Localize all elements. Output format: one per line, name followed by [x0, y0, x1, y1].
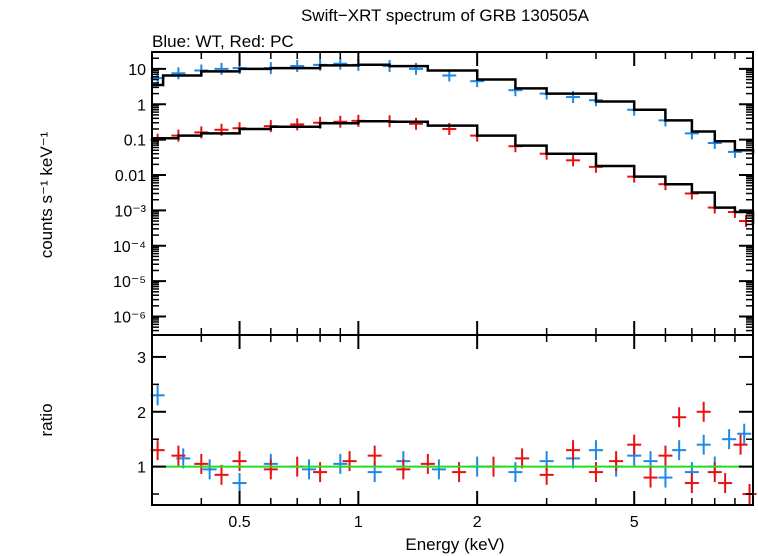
spectrum-wt-point	[214, 62, 229, 75]
ratio-pc-point	[171, 445, 186, 466]
ratio-wt-point	[696, 434, 711, 455]
ratio-pc-point	[313, 462, 328, 483]
ratio-wt-point	[333, 453, 348, 474]
spectrum-wt-point	[333, 57, 348, 70]
ratio-wt-point	[658, 467, 673, 488]
top-y-tick-label: 1	[137, 97, 146, 114]
ratio-wt-point	[672, 440, 687, 461]
ratio-panel-frame	[151, 334, 754, 506]
ratio-pc-point	[420, 453, 435, 474]
x-tick-label: 2	[473, 514, 482, 531]
spectrum-pc-point	[290, 118, 305, 131]
top-y-axis-label: counts s⁻¹ keV⁻¹	[37, 131, 56, 258]
spectrum-pc-point	[566, 154, 581, 167]
top-y-tick-label: 10	[128, 62, 146, 79]
bottom-y-tick-label: 2	[137, 405, 146, 422]
ratio-pc-point	[627, 434, 642, 455]
x-tick-label: 0.5	[228, 514, 250, 531]
top-y-tick-label: 0.01	[115, 168, 146, 185]
ratio-pc-point	[232, 451, 247, 472]
spectrum-panel-frame	[151, 51, 754, 336]
ratio-wt-point	[737, 423, 752, 444]
ratio-pc-point	[367, 445, 382, 466]
top-y-tick-label: 0.1	[124, 133, 146, 150]
x-tick-label: 1	[354, 514, 363, 531]
top-y-tick-label: 10⁻⁵	[113, 274, 146, 291]
ratio-pc-point	[515, 448, 530, 469]
ratio-pc-point	[396, 459, 411, 480]
bottom-y-axis-label: ratio	[37, 403, 56, 436]
ratio-pc-point	[214, 464, 229, 485]
ratio-wt-point	[722, 429, 737, 450]
ratio-pc-point	[588, 462, 603, 483]
chart-title: Swift−XRT spectrum of GRB 130505A	[301, 6, 590, 25]
spectrum-wt-point	[290, 60, 305, 73]
ratio-pc-point	[672, 407, 687, 428]
ratio-pc-point	[539, 464, 554, 485]
pc-model-line	[152, 120, 755, 225]
ratio-pc-point	[263, 459, 278, 480]
ratio-pc-point	[643, 467, 658, 488]
spectrum-wt-point	[409, 62, 424, 75]
ratio-wt-point	[232, 473, 247, 494]
ratio-wt-point	[508, 462, 523, 483]
bottom-y-tick-label: 3	[137, 350, 146, 367]
bottom-y-tick-label: 1	[137, 460, 146, 477]
ratio-wt-point	[302, 459, 317, 480]
spectrum-wt-point	[171, 67, 186, 80]
top-y-tick-label: 10⁻⁶	[113, 310, 146, 327]
top-y-tick-label: 10⁻³	[114, 203, 146, 220]
ratio-wt-point	[431, 459, 446, 480]
ratio-pc-point	[696, 401, 711, 422]
ratio-pc-point	[707, 462, 722, 483]
ratio-pc-point	[684, 473, 699, 494]
ratio-pc-point	[733, 434, 748, 455]
ratio-wt-point	[588, 440, 603, 461]
x-axis-label: Energy (keV)	[405, 535, 504, 554]
spectrum-panel: 10 1 0.1 0.01 10⁻³ 10⁻⁴ 10⁻⁵ 10⁻⁶	[113, 51, 755, 336]
ratio-pc-point	[718, 473, 733, 494]
ratio-pc-point	[658, 445, 673, 466]
ratio-pc-point	[342, 451, 357, 472]
top-y-tick-label: 10⁻⁴	[113, 239, 146, 256]
ratio-pc-point	[609, 451, 624, 472]
ratio-pc-point	[452, 462, 467, 483]
ratio-panel: 1 2 3 0.5 1 2 5	[137, 334, 757, 531]
wt-model-line	[152, 63, 755, 154]
ratio-wt-point	[202, 459, 217, 480]
chart-subtitle: Blue: WT, Red: PC	[152, 32, 294, 51]
spectrum-pc-point	[409, 117, 424, 130]
ratio-pc-point	[194, 453, 209, 474]
ratio-pc-point	[566, 440, 581, 461]
spectrum-pc-point	[333, 115, 348, 128]
x-tick-label: 5	[630, 514, 639, 531]
